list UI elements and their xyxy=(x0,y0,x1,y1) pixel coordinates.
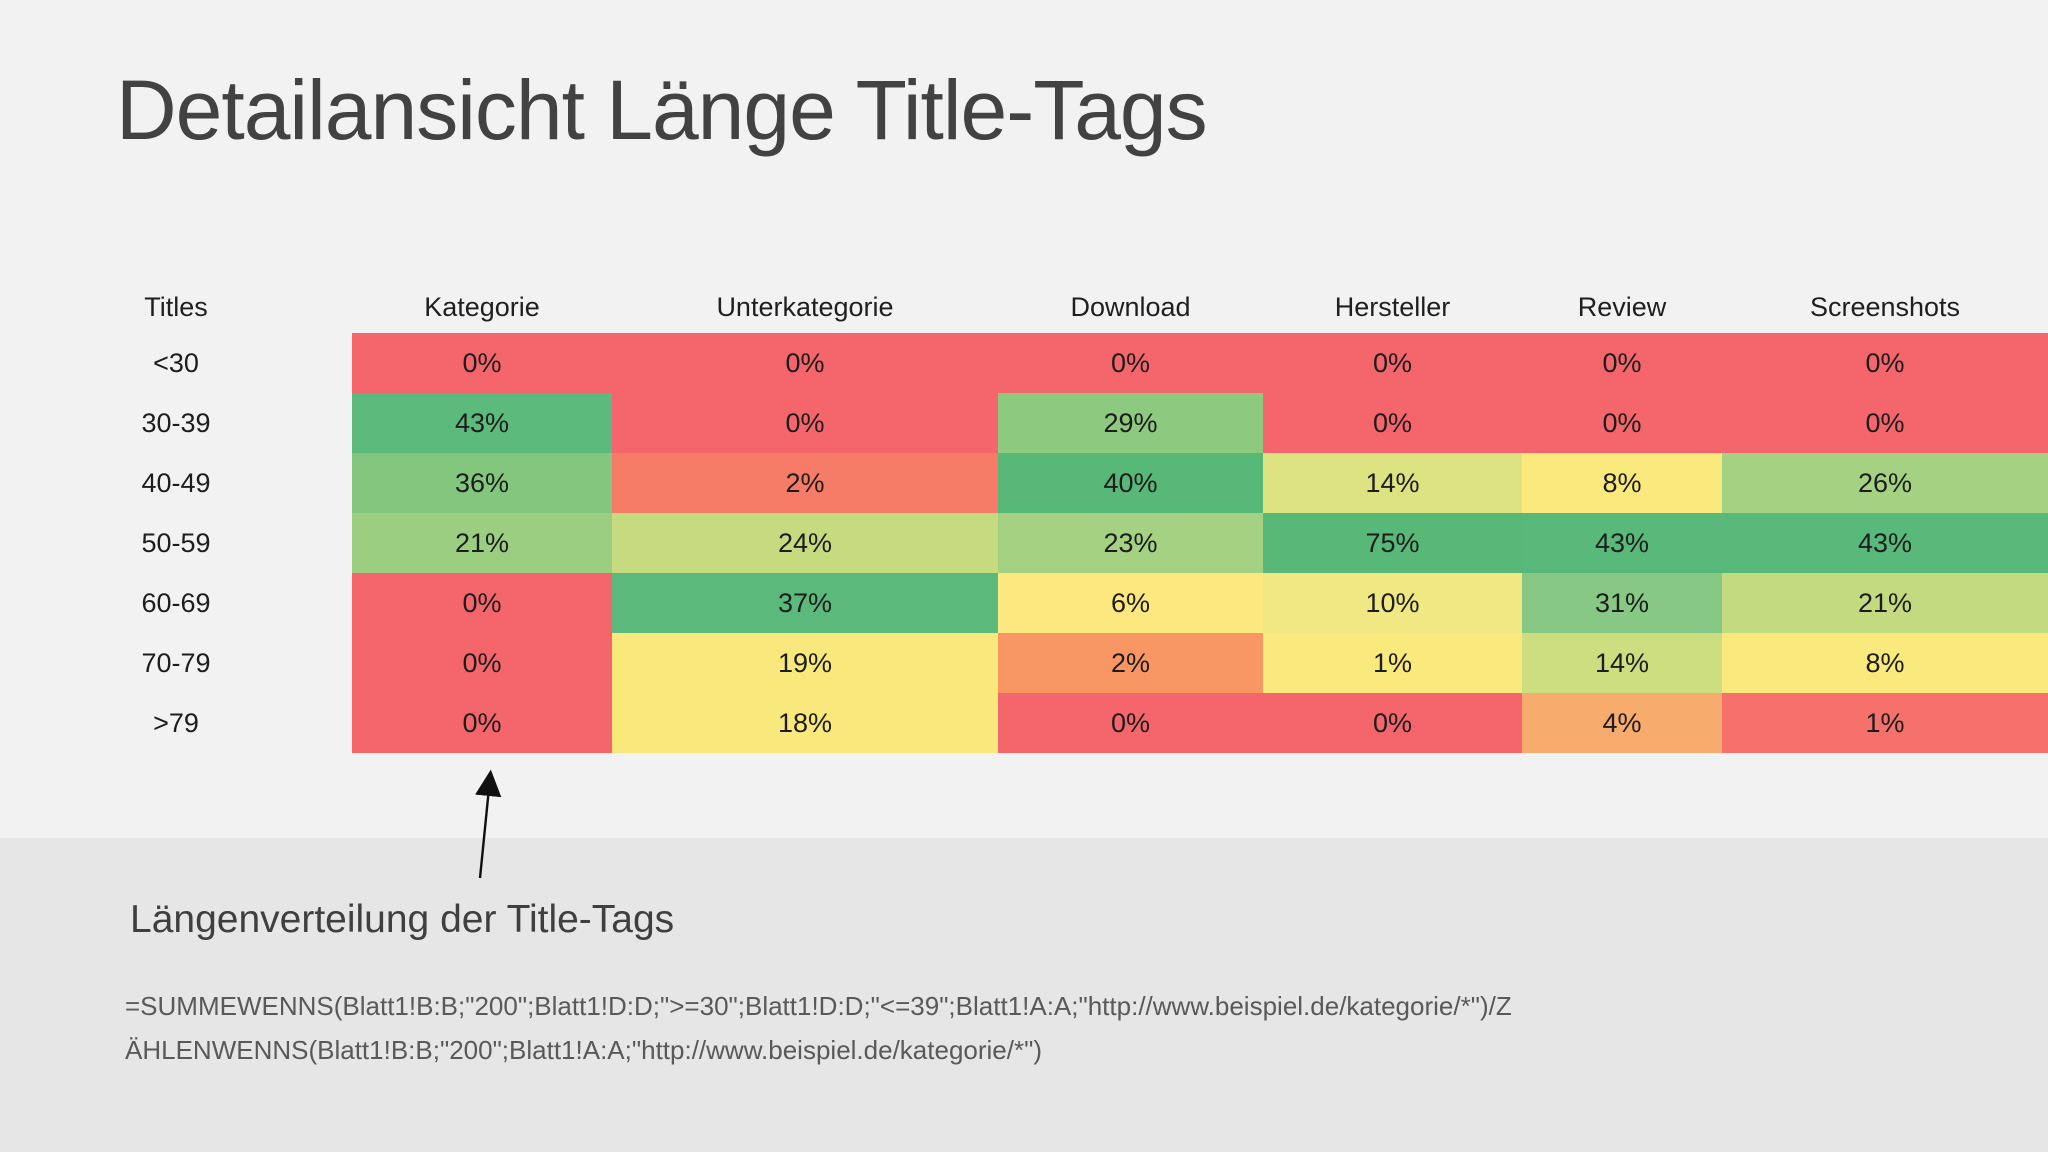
heatmap-cell: 0% xyxy=(1263,393,1522,453)
heatmap-cell: 40% xyxy=(998,453,1263,513)
table-row: 60-69 0% 37% 6% 10% 31% 21% xyxy=(0,573,2048,633)
table-row: <30 0% 0% 0% 0% 0% 0% xyxy=(0,333,2048,393)
heatmap-cell: 18% xyxy=(612,693,998,753)
heatmap-cell: 26% xyxy=(1722,453,2048,513)
heatmap-cell: 0% xyxy=(1522,393,1722,453)
column-header: Download xyxy=(1070,291,1191,322)
heatmap-cell: 0% xyxy=(998,333,1263,393)
heatmap-cell: 0% xyxy=(352,633,612,693)
heatmap-cell: 4% xyxy=(1522,693,1722,753)
heatmap-cell: 21% xyxy=(352,513,612,573)
heatmap-cell: 43% xyxy=(352,393,612,453)
row-header-label: Titles xyxy=(144,291,208,322)
formula-line-1: =SUMMEWENNS(Blatt1!B:B;"200";Blatt1!D:D;… xyxy=(125,991,1512,1021)
heatmap-cell: 10% xyxy=(1263,573,1522,633)
heatmap-cell: 14% xyxy=(1522,633,1722,693)
heatmap-cell: 0% xyxy=(612,393,998,453)
heatmap-cell: 8% xyxy=(1522,453,1722,513)
column-header: Review xyxy=(1577,291,1667,322)
heatmap-cell: 2% xyxy=(612,453,998,513)
row-label: <30 xyxy=(153,347,199,378)
heatmap-header-row: Titles Kategorie Unterkategorie Download He… xyxy=(0,281,2048,333)
annotation-heading: Längenverteilung der Title-Tags xyxy=(130,898,675,941)
table-row: 40-49 36% 2% 40% 14% 8% 26% xyxy=(0,453,2048,513)
heatmap-cell: 24% xyxy=(612,513,998,573)
table-row: 30-39 43% 0% 29% 0% 0% 0% xyxy=(0,393,2048,453)
heatmap-cell: 2% xyxy=(998,633,1263,693)
heatmap-cell: 37% xyxy=(612,573,998,633)
formula-line-2: ÄHLENWENNS(Blatt1!B:B;"200";Blatt1!A:A;"… xyxy=(125,1035,1042,1065)
heatmap-cell: 43% xyxy=(1522,513,1722,573)
heatmap-table: Titles Kategorie Unterkategorie Download He… xyxy=(0,281,2048,753)
column-header: Kategorie xyxy=(424,291,540,322)
table-row: >79 0% 18% 0% 0% 4% 1% xyxy=(0,693,2048,753)
row-label: 30-39 xyxy=(141,407,211,438)
heatmap-cell: 19% xyxy=(612,633,998,693)
annotation-arrow-icon xyxy=(475,769,502,879)
heatmap-cell: 14% xyxy=(1263,453,1522,513)
heatmap-cell: 6% xyxy=(998,573,1263,633)
heatmap-cell: 75% xyxy=(1263,513,1522,573)
formula-text: =SUMMEWENNS(Blatt1!B:B;"200";Blatt1!D:D;… xyxy=(125,984,1512,1072)
heatmap-cell: 0% xyxy=(1722,333,2048,393)
heatmap-cell: 36% xyxy=(352,453,612,513)
heatmap-cell: 23% xyxy=(998,513,1263,573)
heatmap-cell: 31% xyxy=(1522,573,1722,633)
heatmap-cell: 21% xyxy=(1722,573,2048,633)
heatmap-cell: 0% xyxy=(612,333,998,393)
table-row: 70-79 0% 19% 2% 1% 14% 8% xyxy=(0,633,2048,693)
heatmap-cell: 43% xyxy=(1722,513,2048,573)
heatmap-cell: 0% xyxy=(1263,333,1522,393)
column-header: Screenshots xyxy=(1809,291,1961,322)
heatmap-cell: 29% xyxy=(998,393,1263,453)
column-header: Hersteller xyxy=(1334,291,1451,322)
row-label: 70-79 xyxy=(141,647,211,678)
heatmap-cell: 0% xyxy=(352,573,612,633)
row-label: >79 xyxy=(153,707,199,738)
heatmap-cell: 0% xyxy=(1522,333,1722,393)
footer-band xyxy=(0,838,2048,1152)
table-row: 50-59 21% 24% 23% 75% 43% 43% xyxy=(0,513,2048,573)
heatmap-body: <30 0% 0% 0% 0% 0% 0% 30-39 43% 0% 29% 0% 0% 0% 40-49 3… xyxy=(0,333,2048,753)
row-label: 50-59 xyxy=(141,527,211,558)
row-label: 40-49 xyxy=(141,467,211,498)
heatmap-cell: 0% xyxy=(998,693,1263,753)
page-title: Detailansicht Länge Title-Tags xyxy=(116,63,1208,157)
heatmap-cell: 1% xyxy=(1722,693,2048,753)
column-header: Unterkategorie xyxy=(716,291,894,322)
row-label: 60-69 xyxy=(141,587,211,618)
heatmap-cell: 0% xyxy=(1722,393,2048,453)
heatmap-cell: 1% xyxy=(1263,633,1522,693)
heatmap-cell: 0% xyxy=(352,693,612,753)
heatmap-cell: 0% xyxy=(1263,693,1522,753)
heatmap-cell: 0% xyxy=(352,333,612,393)
heatmap-cell: 8% xyxy=(1722,633,2048,693)
